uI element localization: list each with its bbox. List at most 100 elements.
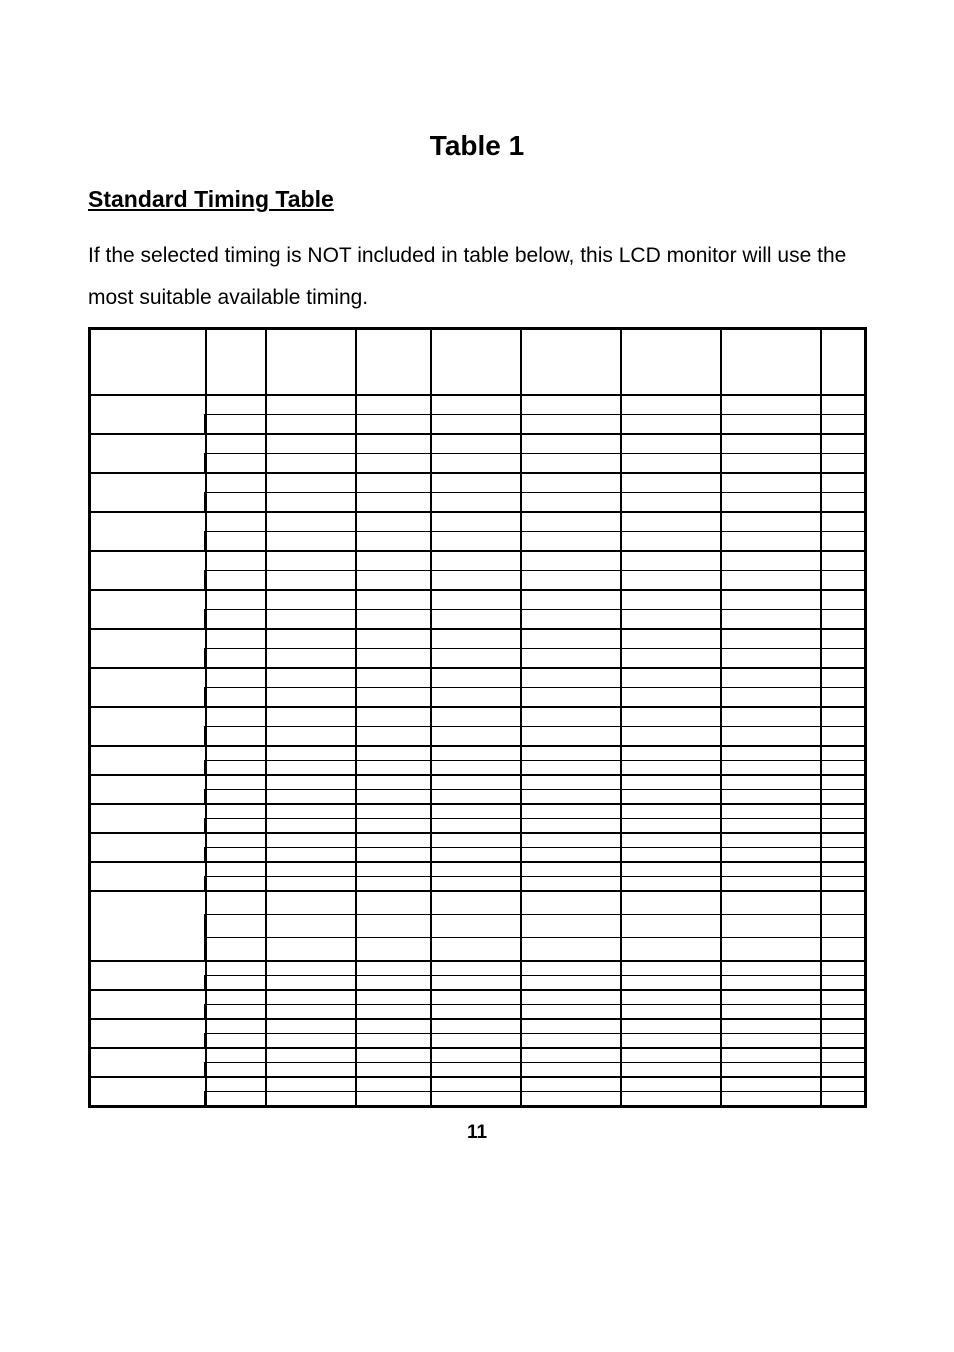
table-cell <box>721 532 821 552</box>
table-cell <box>266 493 356 513</box>
table-cell <box>431 819 521 834</box>
table-cell <box>266 1005 356 1020</box>
table-cell <box>721 434 821 454</box>
table-cell <box>621 454 721 474</box>
table-cell <box>621 761 721 776</box>
table-cell <box>821 1077 866 1092</box>
table-cell <box>266 629 356 649</box>
table-cell <box>621 915 721 938</box>
table-cell <box>356 877 431 892</box>
table-cell <box>431 473 521 493</box>
table-cell <box>266 610 356 630</box>
table-cell <box>821 454 866 474</box>
table-cell <box>356 532 431 552</box>
table-cell <box>621 493 721 513</box>
table-cell <box>431 415 521 435</box>
table-cell <box>821 688 866 708</box>
table-cell <box>431 877 521 892</box>
table-cell <box>621 668 721 688</box>
table-cell <box>266 1034 356 1049</box>
table-cell <box>431 649 521 669</box>
table-cell <box>521 473 621 493</box>
table-cell <box>821 1092 866 1107</box>
table-cell <box>621 532 721 552</box>
table-cell <box>521 454 621 474</box>
table-cell <box>356 395 431 415</box>
table-cell <box>621 473 721 493</box>
table-cell <box>206 1092 266 1107</box>
table-cell <box>721 848 821 863</box>
table-cell <box>821 727 866 747</box>
table-cell <box>721 976 821 991</box>
table-cell <box>521 804 621 819</box>
table-cell <box>206 915 266 938</box>
table-cell <box>431 990 521 1005</box>
table-cell <box>206 434 266 454</box>
table-cell <box>721 877 821 892</box>
table-cell <box>621 790 721 805</box>
table-cell <box>431 590 521 610</box>
table-cell <box>821 775 866 790</box>
table-cell <box>266 551 356 571</box>
table-cell <box>621 1077 721 1092</box>
table-cell <box>206 891 266 915</box>
table-cell <box>621 1063 721 1078</box>
table-cell <box>431 1063 521 1078</box>
table-subtitle: Standard Timing Table <box>88 186 866 213</box>
table-cell <box>356 1019 431 1034</box>
table-cell <box>431 454 521 474</box>
table-cell <box>356 688 431 708</box>
table-cell <box>621 833 721 848</box>
table-cell <box>206 610 266 630</box>
table-cell <box>721 915 821 938</box>
table-cell <box>266 1092 356 1107</box>
table-cell <box>721 395 821 415</box>
table-cell <box>621 746 721 761</box>
table-cell <box>266 668 356 688</box>
table-cell <box>431 727 521 747</box>
table-cell <box>721 761 821 776</box>
table-cell <box>206 804 266 819</box>
table-cell <box>266 571 356 591</box>
table-cell <box>521 1063 621 1078</box>
table-cell <box>356 590 431 610</box>
table-cell <box>266 915 356 938</box>
table-cell <box>821 819 866 834</box>
table-cell <box>356 454 431 474</box>
table-cell <box>821 707 866 727</box>
table-cell <box>521 649 621 669</box>
table-cell <box>266 395 356 415</box>
table-cell <box>356 775 431 790</box>
table-cell <box>356 610 431 630</box>
table-cell <box>721 571 821 591</box>
table-cell <box>521 1005 621 1020</box>
table-cell <box>821 761 866 776</box>
table-cell <box>266 877 356 892</box>
table-cell <box>721 804 821 819</box>
table-cell <box>356 668 431 688</box>
table-cell <box>821 938 866 962</box>
table-cell <box>721 727 821 747</box>
table-cell <box>90 1077 206 1107</box>
table-cell <box>206 1063 266 1078</box>
table-cell <box>431 976 521 991</box>
table-cell <box>90 395 206 434</box>
table-cell <box>266 833 356 848</box>
table-cell <box>206 761 266 776</box>
table-cell <box>356 649 431 669</box>
table-cell <box>821 629 866 649</box>
table-cell <box>431 862 521 877</box>
table-cell <box>90 1019 206 1048</box>
table-title: Table 1 <box>88 130 866 162</box>
table-cell <box>721 473 821 493</box>
table-cell <box>821 610 866 630</box>
table-cell <box>431 512 521 532</box>
table-cell <box>521 512 621 532</box>
table-cell <box>206 707 266 727</box>
table-cell <box>356 1063 431 1078</box>
table-cell <box>206 551 266 571</box>
table-cell <box>431 938 521 962</box>
table-cell <box>266 532 356 552</box>
table-cell <box>821 532 866 552</box>
table-cell <box>721 329 821 396</box>
